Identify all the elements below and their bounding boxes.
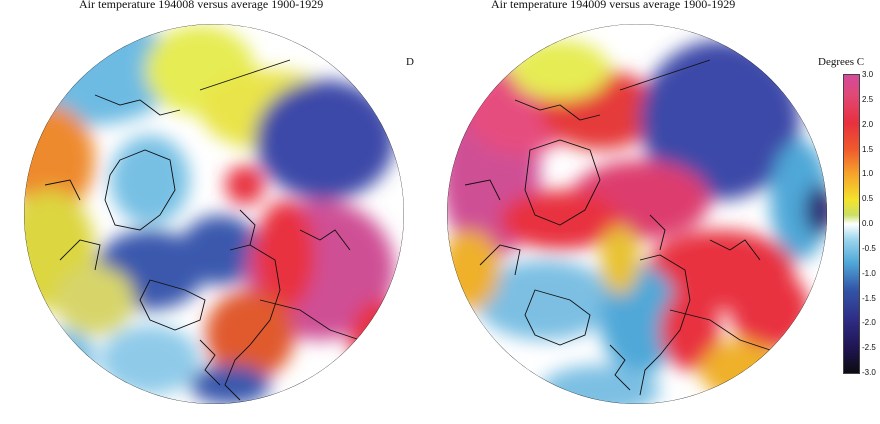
map-title-right: Air temperature 194009 versus average 19… <box>491 0 736 11</box>
colorbar-tick-label: 0.0 <box>862 219 874 228</box>
map-title-left: Air temperature 194008 versus average 19… <box>79 0 324 11</box>
colorbar-tick-label: -2.0 <box>862 318 876 328</box>
colorbar-tick-label: 2.5 <box>862 94 874 104</box>
legend-title: Degrees C <box>818 56 865 68</box>
colorbar-tick-label: 2.0 <box>862 119 874 129</box>
coastlines-right <box>464 59 771 396</box>
map-left <box>24 24 404 404</box>
colorbar-tick-label: -3.0 <box>862 368 876 377</box>
colorbar-tick-label: -1.5 <box>862 293 876 303</box>
colorbar-tick-label: -2.5 <box>862 343 876 353</box>
clipped-legend-label: D <box>406 56 414 68</box>
colorbar-tick-label: 1.0 <box>862 169 874 179</box>
colorbar-tick-label: -1.0 <box>862 268 876 278</box>
colorbar-tick-label: 0.5 <box>862 194 874 204</box>
colorbar-tick-label: 3.0 <box>862 70 874 79</box>
map-right <box>447 24 827 404</box>
coastlines-left <box>44 59 361 401</box>
colorbar-tick-label: -0.5 <box>862 243 876 253</box>
colorbar-tick-label: 1.5 <box>862 144 874 154</box>
colorbar <box>843 74 860 374</box>
